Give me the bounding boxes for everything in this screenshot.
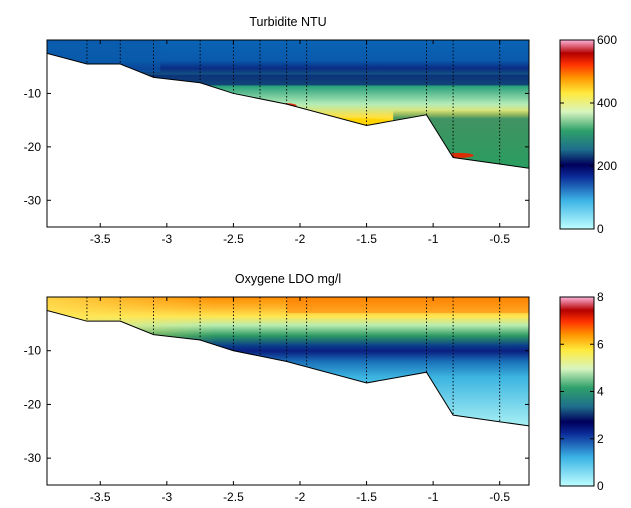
turbidity-chart: -3.5 -3 -2.5 -2 -1.5 -1 -0.5 -10 -20 -30 Turbidite… — [24, 15, 618, 246]
oxygen-chart: -3.5 -3 -2.5 -2 -1.5 -1 -0.5 -10 -20 -30 Oxygene L… — [24, 272, 604, 504]
dark-band — [140, 74, 529, 86]
colorbar-tick-label: 0 — [597, 479, 604, 493]
axes-box — [46, 39, 530, 228]
colorbar — [559, 39, 595, 230]
x-tick-label: -3 — [161, 232, 172, 246]
x-tick-label: -2.5 — [223, 490, 244, 504]
colorbar-tick-label: 4 — [597, 385, 604, 399]
colorbar-tick-label: 6 — [597, 337, 604, 351]
x-tick-label: -1.5 — [356, 232, 377, 246]
colorbar-tick-label: 200 — [597, 159, 617, 173]
y-tick-label: -20 — [24, 140, 42, 154]
seabed-mask — [47, 310, 529, 485]
colorbar — [559, 296, 595, 487]
x-tick-label: -2.5 — [223, 232, 244, 246]
x-tick-label: -1 — [428, 490, 439, 504]
chart-title: Turbidite NTU — [249, 15, 326, 29]
field-layer — [47, 297, 529, 485]
y-tick-label: -30 — [24, 193, 42, 207]
x-tick-label: -3.5 — [90, 232, 111, 246]
colorbar-tick-label: 8 — [597, 290, 604, 304]
x-tick-label: -3.5 — [90, 490, 111, 504]
x-tick-label: -0.5 — [489, 490, 510, 504]
y-tick-label: -10 — [24, 344, 42, 358]
x-tick-label: -2 — [295, 490, 306, 504]
y-tick-label: -30 — [24, 451, 42, 465]
x-tick-label: -1.5 — [356, 490, 377, 504]
colorbar-tick-label: 0 — [597, 222, 604, 236]
y-tick-label: -10 — [24, 86, 42, 100]
east-layer — [393, 82, 529, 169]
x-tick-label: -2 — [295, 232, 306, 246]
colorbar-tick-label: 600 — [597, 33, 617, 47]
seabed-mask — [47, 53, 529, 227]
x-tick-label: -1 — [428, 232, 439, 246]
axes-box — [46, 296, 530, 486]
x-tick-label: -3 — [161, 490, 172, 504]
chart-title: Oxygene LDO mg/l — [235, 272, 341, 286]
colorbar-tick-label: 400 — [597, 96, 617, 110]
x-tick-label: -0.5 — [489, 232, 510, 246]
colorbar-tick-label: 2 — [597, 432, 604, 446]
surface-band — [286, 297, 529, 314]
y-tick-label: -20 — [24, 397, 42, 411]
field-layer — [47, 40, 529, 227]
seabed-line — [47, 52, 529, 169]
